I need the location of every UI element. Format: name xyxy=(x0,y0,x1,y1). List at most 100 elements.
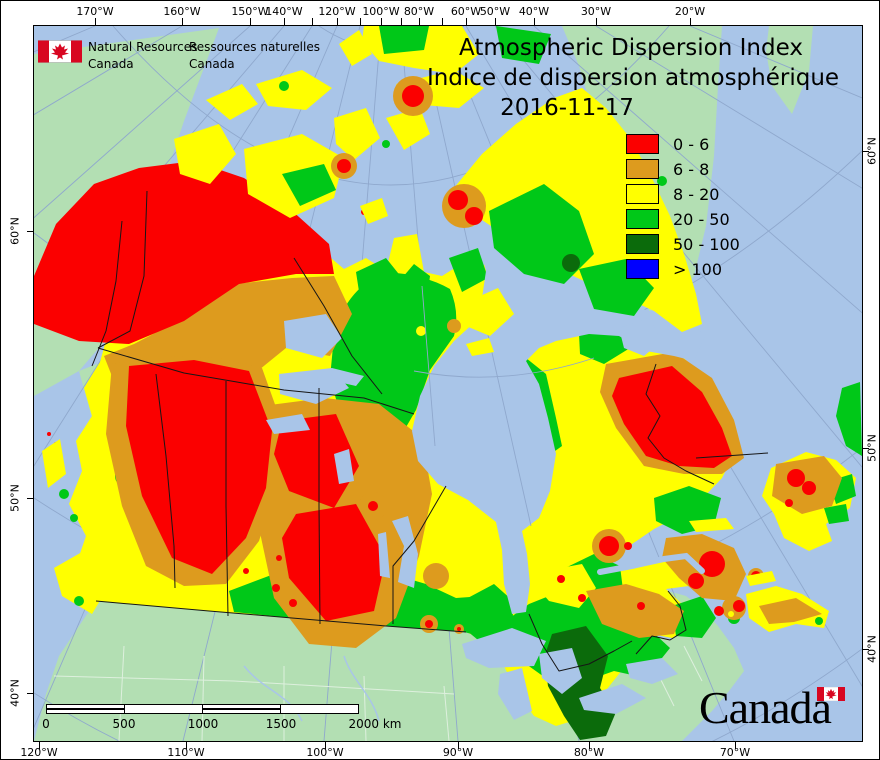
lon-label-top: 100°W xyxy=(362,5,400,18)
canada-flag-icon xyxy=(38,40,82,63)
legend-row: > 100 xyxy=(626,259,740,279)
lon-label-top: 170°W xyxy=(76,5,114,18)
tick-top xyxy=(442,18,443,26)
tick-top xyxy=(466,18,467,26)
tick-top xyxy=(495,18,496,26)
tick-top xyxy=(284,18,285,26)
lon-label-top: 160°W xyxy=(163,5,201,18)
lon-label-top: 150°W xyxy=(231,5,269,18)
legend-label: 8 - 20 xyxy=(673,184,720,204)
scale-segment xyxy=(202,705,280,713)
island-adi-regions xyxy=(74,26,862,625)
tick-top xyxy=(337,18,338,26)
scale-bar-graphic xyxy=(46,704,359,714)
lon-label-top: 20°W xyxy=(674,5,706,18)
scale-label: 1000 xyxy=(187,717,219,731)
legend-label: > 100 xyxy=(673,259,723,279)
legend-label: 20 - 50 xyxy=(673,209,730,229)
us-state-lines xyxy=(53,645,703,741)
lon-label-bottom: 90°W xyxy=(442,746,474,759)
lon-label-top: 50°W xyxy=(479,5,511,18)
legend-swatch-20-50 xyxy=(626,209,659,229)
tick-right xyxy=(862,448,869,449)
title-line-en: Atmospheric Dispersion Index xyxy=(459,35,803,61)
tick-bottom xyxy=(589,742,590,749)
logo-text-fr: Ressources naturelles Canada xyxy=(189,39,320,73)
lat-label-left: 40°N xyxy=(8,679,22,707)
adi-red-regions xyxy=(34,161,761,631)
logo-fr-line2: Canada xyxy=(189,57,235,71)
tick-top xyxy=(381,18,382,26)
lon-label-bottom: 80°W xyxy=(573,746,605,759)
lon-label-top: 140°W xyxy=(265,5,303,18)
tick-left xyxy=(27,231,34,232)
tick-left xyxy=(27,498,34,499)
legend-label: 50 - 100 xyxy=(673,234,740,254)
tick-top xyxy=(312,18,313,26)
legend-row: 20 - 50 xyxy=(626,209,740,229)
lon-label-top: 60°W xyxy=(450,5,482,18)
tick-top xyxy=(182,18,183,26)
scale-segment xyxy=(47,705,124,713)
tick-top xyxy=(596,18,597,26)
legend-swatch-gt-100 xyxy=(626,259,659,279)
lon-label-bottom: 70°W xyxy=(719,746,751,759)
scale-label: 500 xyxy=(112,717,136,731)
lon-label-top: 40°W xyxy=(518,5,550,18)
tick-top xyxy=(360,18,361,26)
scale-label: 0 xyxy=(42,717,50,731)
wordmark-flag-icon xyxy=(817,687,845,701)
lon-label-top: 80°W xyxy=(403,5,435,18)
legend-row: 8 - 20 xyxy=(626,184,740,204)
title-line-fr: Indice de dispersion atmosphérique xyxy=(426,65,840,91)
lon-label-bottom: 100°W xyxy=(306,746,344,759)
tick-top xyxy=(250,18,251,26)
legend-swatch-0-6 xyxy=(626,134,659,154)
tick-right xyxy=(862,151,869,152)
wordmark-text: Canada xyxy=(699,682,832,733)
legend-swatch-50-100 xyxy=(626,234,659,254)
lat-label-right: 50°N xyxy=(865,434,879,462)
lon-label-top: 120°W xyxy=(318,5,356,18)
lat-label-left: 50°N xyxy=(8,484,22,512)
tick-bottom xyxy=(735,742,736,749)
logo-en-line1: Natural Resources xyxy=(88,40,198,54)
tick-bottom xyxy=(325,742,326,749)
scale-segment xyxy=(280,705,358,713)
lat-label-right: 40°N xyxy=(865,635,879,663)
legend-row: 6 - 8 xyxy=(626,159,740,179)
adi-legend: 0 - 6 6 - 8 8 - 20 20 - 50 50 - 100 > 10… xyxy=(626,134,740,284)
scale-label: 1500 xyxy=(265,717,297,731)
legend-row: 50 - 100 xyxy=(626,234,740,254)
canada-adi-map xyxy=(34,26,862,741)
tick-top xyxy=(690,18,691,26)
lat-label-left: 60°N xyxy=(8,217,22,245)
lon-label-bottom: 120°W xyxy=(20,746,58,759)
lon-label-bottom: 110°W xyxy=(167,746,205,759)
legend-swatch-8-20 xyxy=(626,184,659,204)
tick-bottom xyxy=(186,742,187,749)
legend-swatch-6-8 xyxy=(626,159,659,179)
legend-label: 0 - 6 xyxy=(673,134,710,154)
tick-top xyxy=(534,18,535,26)
tick-top xyxy=(419,18,420,26)
tick-top xyxy=(95,18,96,26)
title-date: 2016-11-17 xyxy=(500,95,634,121)
logo-text-en: Natural Resources Canada xyxy=(88,39,197,73)
tick-right xyxy=(862,649,869,650)
scale-label: 2000 km xyxy=(348,717,402,731)
tick-left xyxy=(27,693,34,694)
tick-top xyxy=(401,18,402,26)
logo-fr-line1: Ressources naturelles xyxy=(189,40,320,54)
province-borders xyxy=(91,190,769,672)
lon-label-top: 30°W xyxy=(580,5,612,18)
legend-label: 6 - 8 xyxy=(673,159,710,179)
tick-bottom xyxy=(458,742,459,749)
scale-segment xyxy=(124,705,202,713)
logo-en-line2: Canada xyxy=(88,57,134,71)
legend-row: 0 - 6 xyxy=(626,134,740,154)
map-canvas xyxy=(33,25,863,742)
lat-label-right: 60°N xyxy=(865,137,879,165)
tick-bottom xyxy=(39,742,40,749)
